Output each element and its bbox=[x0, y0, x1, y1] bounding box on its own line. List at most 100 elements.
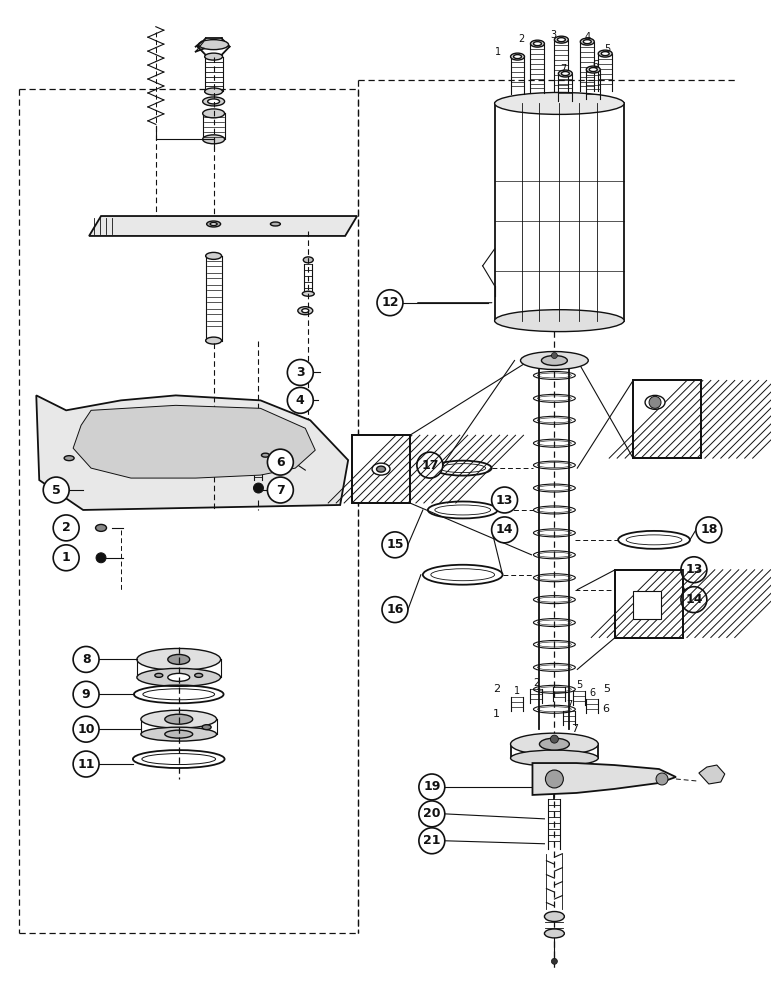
Ellipse shape bbox=[558, 70, 572, 77]
Text: 1: 1 bbox=[493, 709, 500, 719]
Circle shape bbox=[287, 387, 313, 413]
Text: 5: 5 bbox=[604, 44, 611, 54]
Ellipse shape bbox=[270, 222, 280, 226]
Text: 19: 19 bbox=[423, 780, 441, 793]
Ellipse shape bbox=[510, 750, 598, 766]
Text: 18: 18 bbox=[700, 523, 717, 536]
Text: 14: 14 bbox=[496, 523, 513, 536]
Text: 9: 9 bbox=[82, 688, 90, 701]
Circle shape bbox=[43, 477, 69, 503]
Ellipse shape bbox=[203, 97, 225, 106]
Text: 1: 1 bbox=[495, 47, 501, 57]
Circle shape bbox=[73, 716, 99, 742]
Ellipse shape bbox=[540, 738, 569, 750]
Ellipse shape bbox=[513, 55, 522, 59]
Bar bbox=[615, 570, 683, 638]
Polygon shape bbox=[533, 763, 676, 795]
Ellipse shape bbox=[598, 50, 612, 57]
Text: 21: 21 bbox=[423, 834, 441, 847]
Ellipse shape bbox=[372, 463, 390, 475]
Circle shape bbox=[253, 483, 263, 493]
Ellipse shape bbox=[137, 648, 221, 670]
Text: 11: 11 bbox=[77, 758, 95, 771]
Text: 13: 13 bbox=[686, 563, 703, 576]
Ellipse shape bbox=[495, 92, 624, 114]
Circle shape bbox=[96, 553, 106, 563]
Bar bbox=[633, 380, 701, 458]
Circle shape bbox=[417, 452, 443, 478]
Text: 1: 1 bbox=[513, 686, 520, 696]
Circle shape bbox=[267, 477, 293, 503]
Polygon shape bbox=[89, 216, 357, 236]
Text: 5: 5 bbox=[576, 680, 582, 690]
Circle shape bbox=[681, 557, 707, 583]
Ellipse shape bbox=[581, 38, 594, 45]
Text: 2: 2 bbox=[518, 34, 525, 44]
Text: 3: 3 bbox=[550, 30, 557, 40]
Circle shape bbox=[649, 396, 661, 408]
Text: 2: 2 bbox=[62, 521, 70, 534]
Text: 6: 6 bbox=[603, 704, 610, 714]
Ellipse shape bbox=[561, 72, 569, 76]
Ellipse shape bbox=[210, 223, 217, 225]
Ellipse shape bbox=[208, 99, 219, 104]
Ellipse shape bbox=[205, 252, 222, 259]
Circle shape bbox=[73, 681, 99, 707]
Bar bbox=[615, 570, 683, 638]
Polygon shape bbox=[36, 395, 348, 510]
Ellipse shape bbox=[541, 356, 567, 365]
Ellipse shape bbox=[510, 53, 524, 60]
Ellipse shape bbox=[533, 42, 541, 46]
Ellipse shape bbox=[601, 52, 609, 56]
Ellipse shape bbox=[168, 673, 190, 681]
Text: 7: 7 bbox=[571, 724, 578, 734]
Text: 2: 2 bbox=[493, 684, 500, 694]
Bar bbox=[352, 435, 410, 503]
Text: 8: 8 bbox=[82, 653, 90, 666]
Text: 5: 5 bbox=[52, 484, 60, 497]
Circle shape bbox=[419, 801, 445, 827]
Text: 7: 7 bbox=[276, 484, 285, 497]
Ellipse shape bbox=[530, 40, 544, 47]
Text: 12: 12 bbox=[381, 296, 398, 309]
Text: 15: 15 bbox=[386, 538, 404, 551]
Text: 2: 2 bbox=[533, 678, 540, 688]
Ellipse shape bbox=[298, 307, 313, 315]
Text: 5: 5 bbox=[603, 684, 610, 694]
Ellipse shape bbox=[203, 135, 225, 144]
Circle shape bbox=[53, 545, 79, 571]
Ellipse shape bbox=[96, 524, 107, 531]
Ellipse shape bbox=[557, 38, 565, 42]
Circle shape bbox=[419, 828, 445, 854]
Ellipse shape bbox=[262, 453, 269, 457]
Circle shape bbox=[696, 517, 722, 543]
Text: 13: 13 bbox=[496, 493, 513, 506]
Bar bbox=[633, 380, 701, 458]
Text: 7: 7 bbox=[560, 64, 567, 74]
Polygon shape bbox=[73, 405, 315, 478]
Ellipse shape bbox=[164, 730, 193, 738]
Bar bbox=[352, 435, 410, 503]
Circle shape bbox=[73, 751, 99, 777]
Circle shape bbox=[382, 597, 408, 623]
Ellipse shape bbox=[303, 257, 313, 263]
Circle shape bbox=[377, 290, 403, 316]
Text: 14: 14 bbox=[685, 593, 703, 606]
Text: 4: 4 bbox=[296, 394, 305, 407]
Ellipse shape bbox=[544, 912, 564, 921]
Ellipse shape bbox=[168, 654, 190, 664]
Ellipse shape bbox=[141, 710, 217, 728]
Polygon shape bbox=[699, 765, 725, 784]
Ellipse shape bbox=[205, 53, 222, 60]
Text: 3: 3 bbox=[296, 366, 305, 379]
Ellipse shape bbox=[253, 454, 264, 460]
Ellipse shape bbox=[64, 456, 74, 461]
Text: 10: 10 bbox=[77, 723, 95, 736]
Text: 4: 4 bbox=[584, 32, 591, 42]
Ellipse shape bbox=[203, 109, 225, 118]
Ellipse shape bbox=[554, 36, 568, 43]
Ellipse shape bbox=[155, 673, 163, 677]
Ellipse shape bbox=[164, 714, 193, 724]
Circle shape bbox=[546, 770, 564, 788]
Ellipse shape bbox=[205, 88, 222, 95]
